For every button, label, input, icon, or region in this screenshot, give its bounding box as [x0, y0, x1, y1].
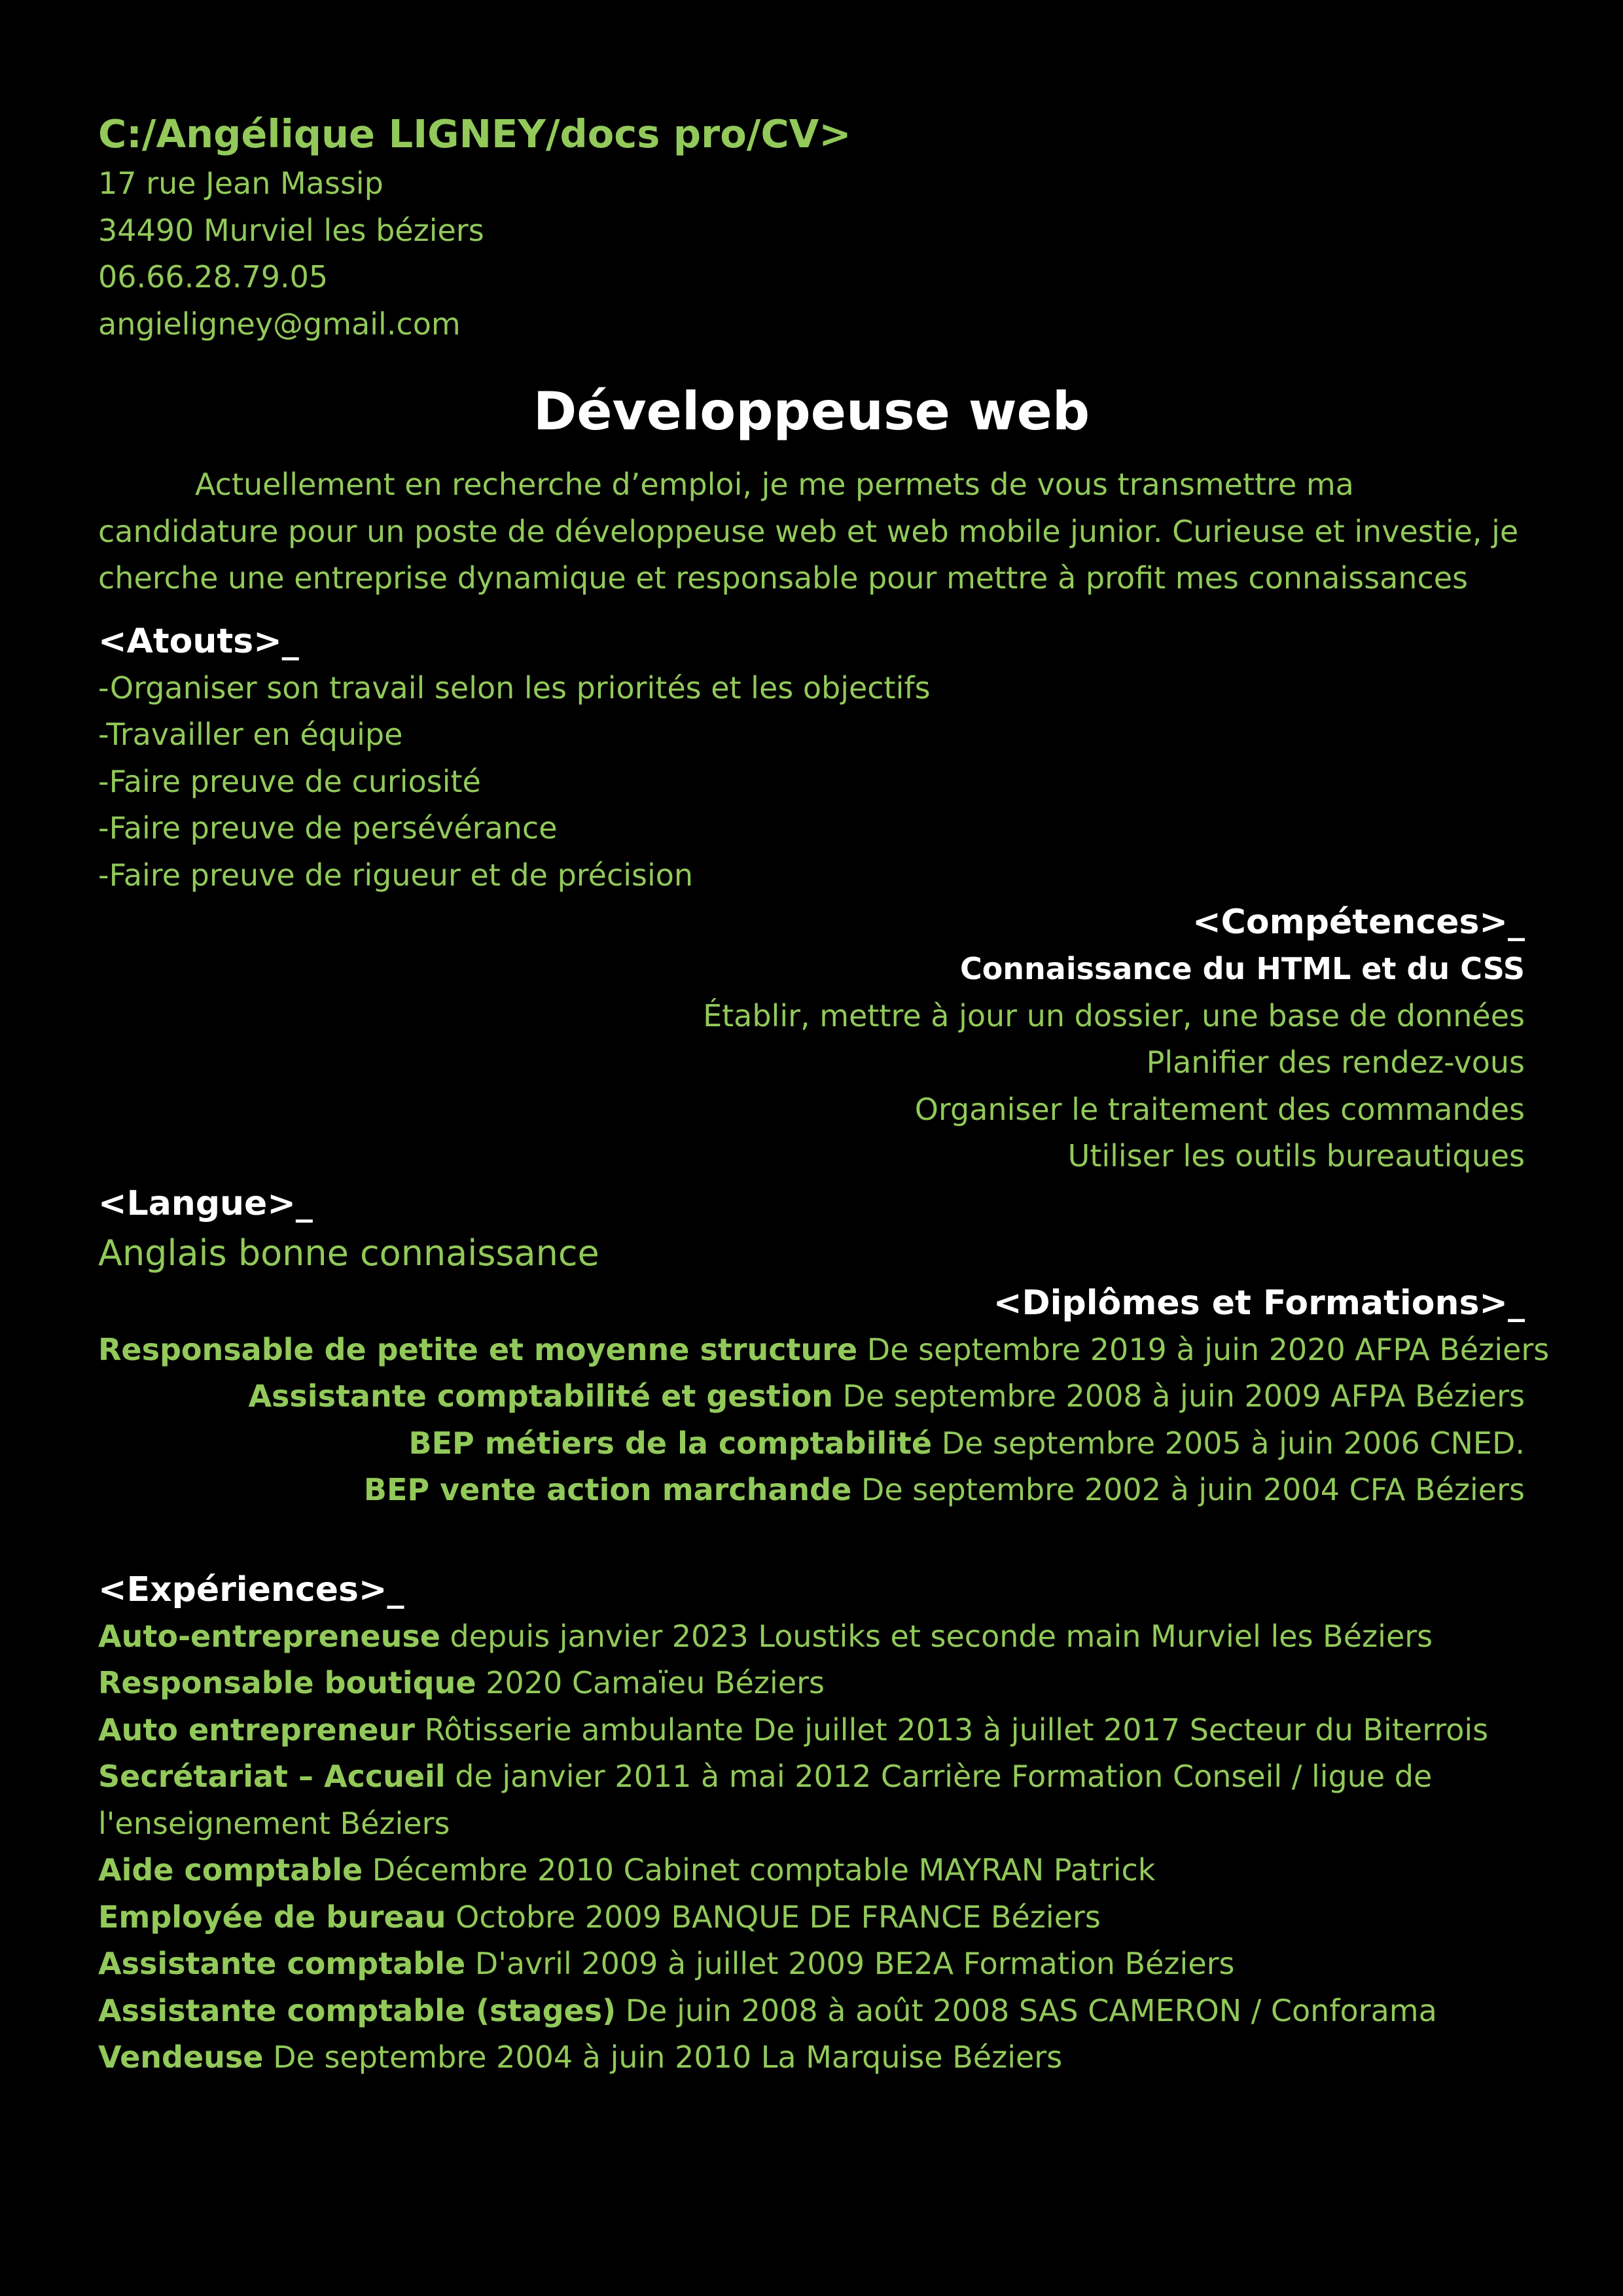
email-address: angieligney@gmail.com	[98, 306, 461, 342]
cv-content: C:/Angélique LIGNEY/docs pro/CV> 17 rue …	[98, 108, 1549, 2081]
experiences-section: <Expériences>_ Auto-entrepreneuse depuis…	[98, 1566, 1525, 2081]
atouts-heading: <Atouts>_	[98, 621, 299, 661]
experience-title: Assistante comptable (stages)	[98, 1992, 616, 2028]
diplome-item: BEP vente action marchande De septembre …	[98, 1467, 1525, 1514]
address-line-1: 17 rue Jean Massip	[98, 166, 383, 201]
diplome-detail: De septembre 2005 à juin 2006 CNED.	[932, 1425, 1525, 1461]
experience-item: Auto-entrepreneuse depuis janvier 2023 L…	[98, 1613, 1525, 1660]
competence-item: Établir, mettre à jour un dossier, une b…	[703, 997, 1525, 1033]
intro-paragraph: Actuellement en recherche d’emploi, je m…	[98, 467, 1519, 596]
experience-title: Secrétariat – Accueil	[98, 1759, 446, 1794]
atout-item: -Faire preuve de curiosité	[98, 763, 481, 799]
langue-heading: <Langue>_	[98, 1183, 313, 1223]
competences-section: <Compétences>_ Connaissance du HTML et d…	[98, 899, 1525, 1180]
experience-item: Secrétariat – Accueil de janvier 2011 à …	[98, 1753, 1525, 1847]
experience-detail: Décembre 2010 Cabinet comptable MAYRAN P…	[363, 1852, 1156, 1888]
diplome-detail: De septembre 2019 à juin 2020 AFPA Bézie…	[857, 1331, 1550, 1367]
diplomes-section: <Diplômes et Formations>_ Responsable de…	[98, 1280, 1549, 1514]
experience-item: Vendeuse De septembre 2004 à juin 2010 L…	[98, 2034, 1525, 2081]
experience-detail: De septembre 2004 à juin 2010 La Marquis…	[263, 2039, 1063, 2075]
atout-item: -Organiser son travail selon les priorit…	[98, 670, 931, 706]
experience-detail: Rôtisserie ambulante De juillet 2013 à j…	[414, 1712, 1489, 1748]
experience-item: Assistante comptable (stages) De juin 20…	[98, 1988, 1525, 2035]
experience-title: Employée de bureau	[98, 1899, 446, 1935]
langue-section: <Langue>_ Anglais bonne connaissance	[98, 1180, 1525, 1280]
diplome-item: BEP métiers de la comptabilité De septem…	[98, 1420, 1525, 1467]
experience-title: Vendeuse	[98, 2039, 264, 2075]
atout-item: -Travailler en équipe	[98, 717, 403, 752]
path-prompt: C:/Angélique LIGNEY/docs pro/CV>	[98, 111, 851, 156]
diplome-title: Responsable de petite et moyenne structu…	[98, 1331, 858, 1367]
atout-item: -Faire preuve de persévérance	[98, 810, 558, 846]
experience-item: Auto entrepreneur Rôtisserie ambulante D…	[98, 1707, 1525, 1754]
experience-title: Auto entrepreneur	[98, 1712, 415, 1748]
experience-item: Responsable boutique 2020 Camaïeu Bézier…	[98, 1660, 1525, 1707]
diplome-detail: De septembre 2008 à juin 2009 AFPA Bézie…	[832, 1378, 1525, 1414]
phone-number: 06.66.28.79.05	[98, 259, 329, 295]
experience-detail: 2020 Camaïeu Béziers	[476, 1665, 825, 1700]
diplome-detail: De septembre 2002 à juin 2004 CFA Bézier…	[851, 1472, 1525, 1507]
diplome-title: BEP vente action marchande	[363, 1472, 852, 1507]
competence-item: Organiser le traitement des commandes	[914, 1091, 1525, 1127]
experience-item: Assistante comptable D'avril 2009 à juil…	[98, 1941, 1525, 1988]
competence-highlight: Connaissance du HTML et du CSS	[959, 951, 1525, 986]
atout-item: -Faire preuve de rigueur et de précision	[98, 857, 694, 893]
diplomes-heading: <Diplômes et Formations>_	[993, 1283, 1525, 1323]
diplome-item: Assistante comptabilité et gestion De se…	[98, 1373, 1525, 1420]
experience-detail: De juin 2008 à août 2008 SAS CAMERON / C…	[616, 1992, 1437, 2028]
experience-detail: D'avril 2009 à juillet 2009 BE2A Formati…	[465, 1946, 1235, 1981]
competences-heading: <Compétences>_	[1192, 903, 1525, 942]
diplome-title: BEP métiers de la comptabilité	[408, 1425, 933, 1461]
langue-value: Anglais bonne connaissance	[98, 1232, 599, 1274]
experience-title: Aide comptable	[98, 1852, 363, 1888]
experience-item: Aide comptable Décembre 2010 Cabinet com…	[98, 1847, 1525, 1894]
competence-item: Planifier des rendez-vous	[1146, 1045, 1525, 1080]
job-title: Développeuse web	[533, 381, 1090, 442]
experience-title: Auto-entrepreneuse	[98, 1618, 440, 1654]
diplome-title: Assistante comptabilité et gestion	[248, 1378, 833, 1414]
diplome-item: Responsable de petite et moyenne structu…	[98, 1327, 1549, 1374]
experiences-heading: <Expériences>_	[98, 1570, 404, 1609]
experience-title: Assistante comptable	[98, 1946, 466, 1981]
address-line-2: 34490 Murviel les béziers	[98, 212, 484, 248]
experience-title: Responsable boutique	[98, 1665, 476, 1700]
experience-detail: depuis janvier 2023 Loustiks et seconde …	[440, 1618, 1433, 1654]
competence-item: Utiliser les outils bureautiques	[1067, 1138, 1525, 1174]
experience-detail: Octobre 2009 BANQUE DE FRANCE Béziers	[446, 1899, 1101, 1935]
experience-item: Employée de bureau Octobre 2009 BANQUE D…	[98, 1894, 1525, 1941]
atouts-section: <Atouts>_ -Organiser son travail selon l…	[98, 618, 1525, 899]
experience-detail: de janvier 2011 à mai 2012 Carrière Form…	[98, 1759, 1433, 1841]
